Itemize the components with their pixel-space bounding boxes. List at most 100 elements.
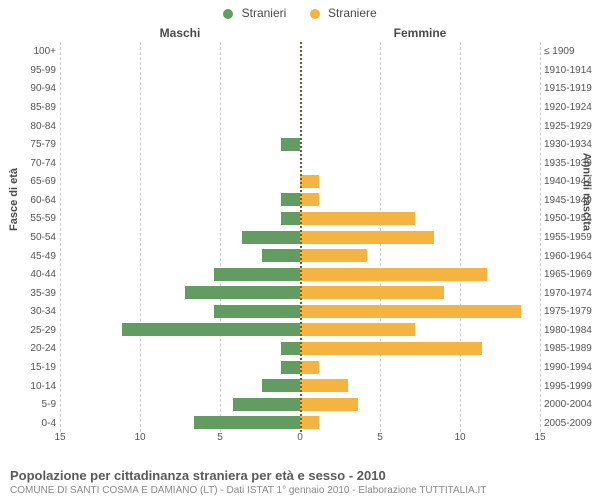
bar-male	[281, 193, 300, 206]
legend-label-male: Stranieri	[242, 6, 287, 20]
y-label-age: 5-9	[0, 399, 56, 410]
y-label-birth: 1945-1949	[544, 195, 600, 206]
gridline	[460, 42, 461, 432]
y-label-age: 95-99	[0, 65, 56, 76]
bar-female	[300, 193, 319, 206]
y-label-age: 55-59	[0, 213, 56, 224]
x-tick: 10	[134, 432, 145, 443]
x-tick: 15	[54, 432, 65, 443]
y-label-birth: 1965-1969	[544, 269, 600, 280]
bar-male	[214, 268, 300, 281]
y-label-birth: 1955-1959	[544, 232, 600, 243]
y-label-birth: 1925-1929	[544, 121, 600, 132]
legend-swatch-male	[223, 9, 233, 19]
y-label-age: 40-44	[0, 269, 56, 280]
y-label-birth: 1910-1914	[544, 65, 600, 76]
x-tick: 0	[297, 432, 303, 443]
center-axis-line	[300, 42, 302, 432]
bar-female	[300, 268, 487, 281]
y-axis-labels-age: 100+ 95-99 90-94 85-89 80-84 75-79 70-74 65-69 6…	[0, 42, 56, 432]
y-label-birth: ≤ 1909	[544, 46, 600, 57]
bar-male	[214, 305, 300, 318]
bar-female	[300, 249, 367, 262]
bar-male	[262, 249, 300, 262]
caption-title: Popolazione per cittadinanza straniera p…	[10, 468, 590, 483]
bar-male	[281, 342, 300, 355]
column-title-female: Femmine	[300, 26, 540, 40]
legend: Stranieri Straniere	[0, 6, 600, 20]
y-label-birth: 1940-1944	[544, 176, 600, 187]
bar-female	[300, 231, 434, 244]
bar-female	[300, 416, 319, 429]
column-title-male: Maschi	[60, 26, 300, 40]
x-tick: 5	[377, 432, 383, 443]
bar-female	[300, 323, 415, 336]
bar-male	[262, 379, 300, 392]
y-label-age: 65-69	[0, 176, 56, 187]
bar-female	[300, 286, 444, 299]
gridline	[60, 42, 61, 432]
bar-female	[300, 342, 482, 355]
x-axis: 15105051015	[60, 432, 540, 450]
y-axis-labels-birth: ≤ 1909 1910-1914 1915-1919 1920-1924 1925-19…	[544, 42, 600, 432]
y-label-birth: 2000-2004	[544, 399, 600, 410]
y-label-birth: 1995-1999	[544, 381, 600, 392]
bar-female	[300, 398, 358, 411]
y-label-age: 15-19	[0, 362, 56, 373]
bar-female	[300, 305, 521, 318]
y-label-birth: 1960-1964	[544, 251, 600, 262]
y-label-age: 85-89	[0, 102, 56, 113]
bar-male	[194, 416, 300, 429]
bar-female	[300, 361, 319, 374]
bar-male	[281, 138, 300, 151]
y-label-birth: 1935-1939	[544, 158, 600, 169]
y-label-age: 0-4	[0, 418, 56, 429]
y-label-birth: 1970-1974	[544, 288, 600, 299]
y-label-age: 35-39	[0, 288, 56, 299]
gridline	[220, 42, 221, 432]
bar-female	[300, 212, 415, 225]
y-label-age: 80-84	[0, 121, 56, 132]
y-label-age: 45-49	[0, 251, 56, 262]
caption-subtitle: COMUNE DI SANTI COSMA E DAMIANO (LT) - D…	[10, 485, 590, 496]
legend-swatch-female	[310, 9, 320, 19]
legend-label-female: Straniere	[328, 6, 377, 20]
caption: Popolazione per cittadinanza straniera p…	[10, 468, 590, 496]
y-label-age: 30-34	[0, 306, 56, 317]
legend-item-female: Straniere	[310, 6, 377, 20]
y-label-birth: 1975-1979	[544, 306, 600, 317]
x-tick: 5	[217, 432, 223, 443]
y-label-age: 25-29	[0, 325, 56, 336]
y-label-birth: 1920-1924	[544, 102, 600, 113]
y-label-age: 20-24	[0, 343, 56, 354]
y-label-birth: 1985-1989	[544, 343, 600, 354]
gridline	[540, 42, 541, 432]
bar-male	[281, 361, 300, 374]
bars-female	[300, 42, 540, 432]
bar-female	[300, 379, 348, 392]
gridline	[140, 42, 141, 432]
x-tick: 15	[534, 432, 545, 443]
y-label-birth: 1950-1954	[544, 213, 600, 224]
y-label-age: 100+	[0, 46, 56, 57]
legend-item-male: Stranieri	[223, 6, 286, 20]
chart-container: Stranieri Straniere Maschi Femmine Fasce…	[0, 0, 600, 500]
bar-male	[185, 286, 300, 299]
y-label-age: 90-94	[0, 83, 56, 94]
y-label-age: 10-14	[0, 381, 56, 392]
x-tick: 10	[454, 432, 465, 443]
y-label-age: 75-79	[0, 139, 56, 150]
bar-male	[122, 323, 300, 336]
y-label-birth: 2005-2009	[544, 418, 600, 429]
y-label-birth: 1930-1934	[544, 139, 600, 150]
y-label-age: 50-54	[0, 232, 56, 243]
bar-male	[242, 231, 300, 244]
y-label-birth: 1915-1919	[544, 83, 600, 94]
bars-male	[60, 42, 300, 432]
bar-male	[233, 398, 300, 411]
y-label-age: 60-64	[0, 195, 56, 206]
y-label-birth: 1990-1994	[544, 362, 600, 373]
bar-male	[281, 212, 300, 225]
y-label-birth: 1980-1984	[544, 325, 600, 336]
y-label-age: 70-74	[0, 158, 56, 169]
